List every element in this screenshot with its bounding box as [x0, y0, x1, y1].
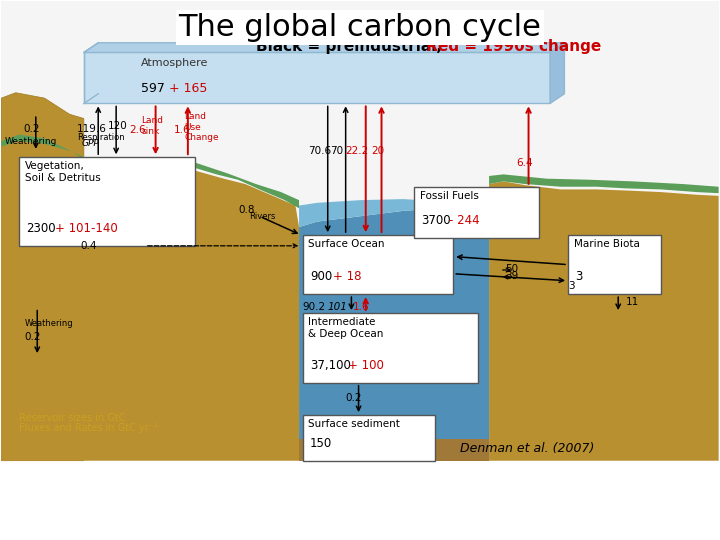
Text: 0.2: 0.2 [23, 124, 40, 134]
Text: 0.2: 0.2 [24, 332, 41, 342]
Text: 120: 120 [107, 121, 127, 131]
Text: 3: 3 [575, 271, 582, 284]
Polygon shape [299, 206, 489, 461]
Text: Weathering: Weathering [24, 319, 73, 328]
Text: GPP: GPP [81, 139, 99, 148]
Text: Marine Biota: Marine Biota [574, 239, 639, 249]
Text: 37,100: 37,100 [310, 359, 351, 372]
Text: 39: 39 [505, 272, 519, 281]
Polygon shape [84, 43, 564, 52]
Text: - 244: - 244 [449, 214, 480, 227]
Text: 20: 20 [371, 146, 384, 156]
Text: 101: 101 [328, 301, 348, 312]
Polygon shape [550, 43, 564, 104]
Text: Black = preindustrial,: Black = preindustrial, [256, 39, 442, 54]
Text: 90.2: 90.2 [302, 301, 325, 312]
FancyBboxPatch shape [302, 313, 478, 383]
Text: 11: 11 [626, 297, 639, 307]
Text: Red = 1990s change: Red = 1990s change [421, 39, 601, 54]
Polygon shape [1, 93, 84, 461]
Text: 0.2: 0.2 [346, 393, 362, 403]
Text: The global carbon cycle: The global carbon cycle [179, 13, 541, 42]
Text: 597: 597 [141, 83, 165, 96]
Text: 50: 50 [505, 264, 518, 274]
Text: Surface sediment: Surface sediment [308, 420, 400, 429]
Text: 6.4: 6.4 [516, 158, 533, 167]
Text: 900: 900 [310, 271, 332, 284]
Text: Intermediate
& Deep Ocean: Intermediate & Deep Ocean [308, 318, 384, 339]
Text: Reservoir sizes in GtC: Reservoir sizes in GtC [19, 413, 126, 423]
Text: 70: 70 [330, 146, 343, 156]
FancyBboxPatch shape [414, 187, 539, 238]
Text: 150: 150 [310, 437, 332, 450]
Text: 1.6: 1.6 [174, 125, 190, 136]
Text: Weathering: Weathering [5, 137, 58, 146]
Text: Land
Use
Change: Land Use Change [184, 112, 219, 142]
Polygon shape [489, 181, 719, 461]
Text: 3: 3 [568, 281, 575, 291]
Polygon shape [1, 141, 299, 461]
Text: 2.6: 2.6 [129, 125, 145, 136]
Text: 2300: 2300 [27, 222, 56, 235]
Text: + 100: + 100 [348, 359, 384, 372]
Text: The global carbon cycle: The global carbon cycle [179, 12, 541, 41]
Text: Vegetation,
Soil & Detritus: Vegetation, Soil & Detritus [25, 161, 101, 183]
FancyBboxPatch shape [19, 157, 195, 246]
Text: Rivers: Rivers [249, 212, 275, 221]
Polygon shape [1, 134, 299, 208]
Text: 119.6: 119.6 [77, 124, 107, 134]
FancyBboxPatch shape [84, 52, 550, 104]
Text: 0.8: 0.8 [238, 205, 255, 215]
Text: Surface Ocean: Surface Ocean [308, 239, 385, 249]
Text: 0.4: 0.4 [81, 241, 96, 251]
Text: 3700: 3700 [421, 214, 451, 227]
Text: Fossil Fuels: Fossil Fuels [420, 191, 478, 201]
Polygon shape [299, 199, 489, 227]
FancyBboxPatch shape [302, 415, 436, 461]
Text: Fluxes and Rates in GtC yr⁻¹: Fluxes and Rates in GtC yr⁻¹ [19, 423, 158, 434]
Text: Respiration: Respiration [77, 133, 125, 142]
Text: + 18: + 18 [333, 271, 361, 284]
Text: Atmosphere: Atmosphere [141, 58, 209, 68]
Text: + 101-140: + 101-140 [55, 222, 117, 235]
Polygon shape [489, 174, 719, 193]
Text: 1.6: 1.6 [353, 301, 369, 312]
Polygon shape [299, 439, 489, 461]
Text: 22.2: 22.2 [346, 146, 369, 156]
Text: + 165: + 165 [168, 83, 207, 96]
Text: 70.6: 70.6 [308, 146, 331, 156]
FancyBboxPatch shape [568, 235, 661, 294]
FancyBboxPatch shape [1, 2, 719, 461]
FancyBboxPatch shape [302, 235, 453, 294]
Text: Denman et al. (2007): Denman et al. (2007) [460, 442, 595, 455]
Text: Land
sink: Land sink [141, 116, 163, 136]
